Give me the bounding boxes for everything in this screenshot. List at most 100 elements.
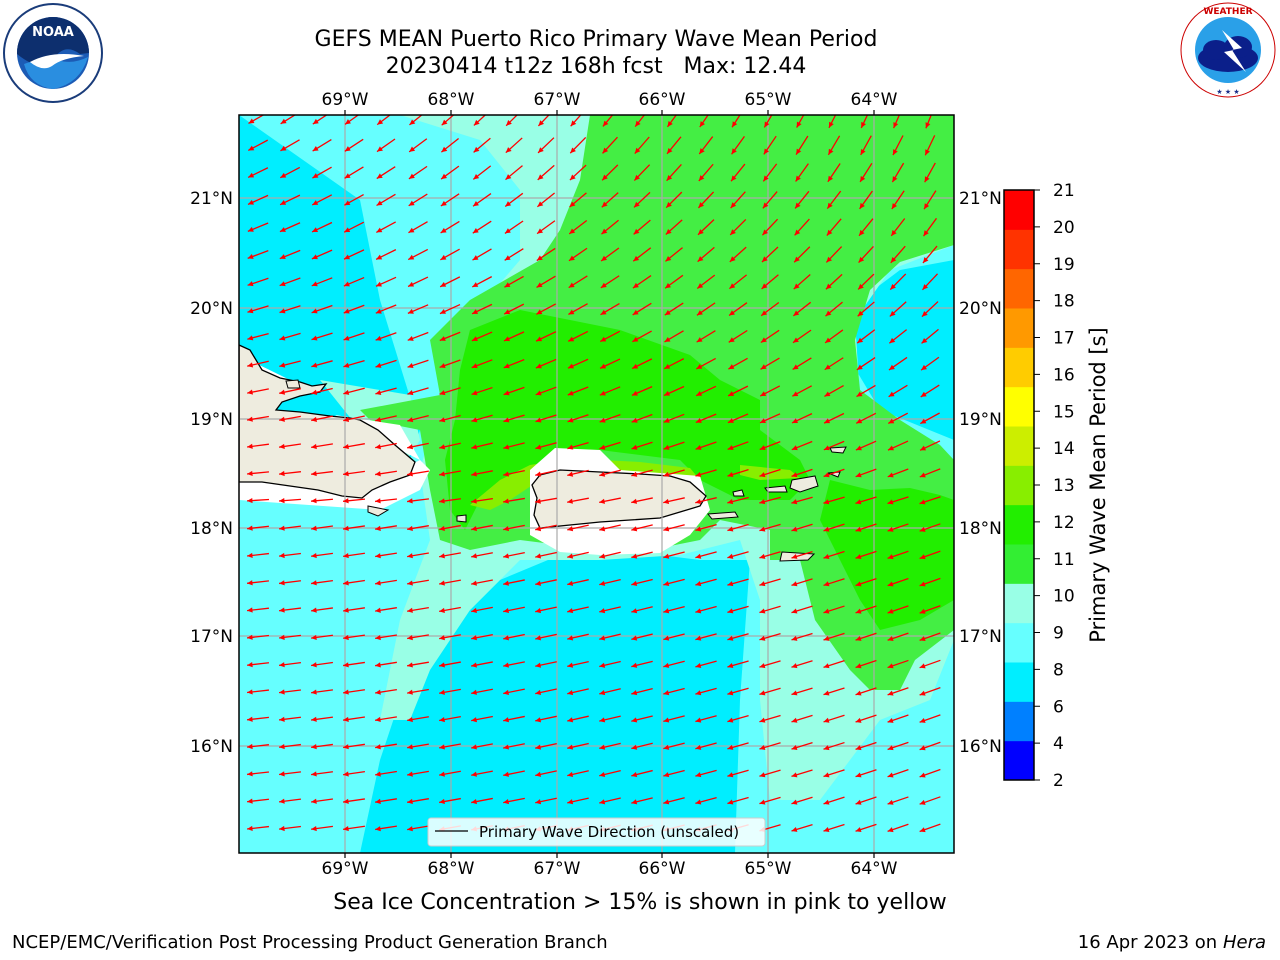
- wave-arrow: [439, 331, 461, 342]
- wave-arrow: [762, 191, 778, 209]
- wave-arrow: [919, 768, 941, 778]
- wave-arrow: [409, 115, 423, 126]
- wave-arrow: [763, 135, 777, 155]
- wave-arrow: [600, 275, 620, 289]
- wave-arrow: [279, 798, 301, 804]
- wave-arrow: [439, 303, 461, 315]
- wave-arrow: [535, 797, 557, 805]
- wave-arrow: [311, 825, 333, 832]
- wave-arrow: [568, 303, 588, 316]
- wave-arrow: [375, 607, 397, 613]
- wave-arrow: [731, 115, 741, 128]
- wave-arrow: [439, 688, 461, 695]
- wave-arrow: [311, 194, 333, 206]
- wave-arrow: [727, 441, 749, 450]
- wave-arrow: [921, 301, 939, 318]
- wave-arrow: [471, 797, 493, 805]
- wave-arrow: [695, 413, 717, 424]
- wave-arrow: [343, 579, 365, 586]
- colorbar-segment: [1004, 229, 1034, 270]
- wave-arrow: [471, 276, 493, 288]
- wave-arrow: [407, 716, 429, 723]
- wave-arrow: [759, 687, 781, 696]
- wave-arrow: [311, 743, 333, 750]
- map-frame: [238, 114, 955, 854]
- colorbar-tick-label: 11: [1053, 550, 1075, 570]
- wave-arrow: [599, 551, 621, 559]
- wave-arrow: [761, 246, 779, 263]
- wave-arrow: [631, 441, 653, 450]
- wave-arrow: [921, 328, 939, 344]
- wave-arrow: [602, 136, 618, 154]
- wave-arrow: [919, 550, 941, 560]
- wave-arrow: [825, 246, 843, 263]
- wave-arrow: [665, 247, 683, 262]
- wave-arrow: [279, 716, 301, 722]
- wave-arrow: [631, 413, 653, 423]
- wave-arrow: [535, 303, 557, 315]
- wave-arrow: [791, 687, 813, 696]
- wave-arrow: [567, 524, 589, 532]
- colorbar-tick-label: 21: [1053, 181, 1075, 201]
- wave-arrow: [247, 415, 269, 422]
- wave-arrow: [343, 607, 365, 613]
- wave-arrow: [310, 498, 334, 504]
- lon-label-top: 69°W: [322, 90, 369, 110]
- wave-arrow: [246, 580, 270, 586]
- wave-arrow: [504, 248, 524, 261]
- wave-arrow: [663, 742, 685, 750]
- wave-arrow: [375, 525, 397, 531]
- wave-arrow: [856, 384, 876, 398]
- wave-arrow: [791, 413, 813, 424]
- wave-arrow: [503, 606, 525, 614]
- colorbar-segment: [1004, 308, 1034, 348]
- wave-arrow: [664, 274, 684, 289]
- wave-arrow: [567, 386, 589, 396]
- wave-arrow: [664, 302, 684, 316]
- wave-arrow: [567, 330, 589, 342]
- wave-arrow: [792, 301, 812, 317]
- wave-arrow: [375, 276, 397, 287]
- wave-arrow: [407, 743, 429, 750]
- wave-arrow: [311, 607, 333, 613]
- wave-arrow: [919, 577, 941, 587]
- wave-arrow: [535, 688, 557, 696]
- wave-arrow: [601, 219, 619, 235]
- wave-arrow: [311, 579, 333, 586]
- wave-arrow: [599, 578, 621, 586]
- wave-arrow: [728, 329, 748, 343]
- wave-arrow: [631, 497, 653, 504]
- wave-arrow: [279, 415, 301, 422]
- wave-arrow: [471, 524, 493, 532]
- colorbar-segment: [1004, 740, 1034, 781]
- colorbar-segment: [1004, 268, 1034, 309]
- wave-arrow: [503, 303, 525, 315]
- wave-arrow: [279, 305, 301, 314]
- wave-arrow: [279, 552, 301, 559]
- wave-arrow: [823, 632, 845, 641]
- wave-arrow: [824, 329, 844, 344]
- colorbar-segment: [1004, 583, 1034, 624]
- wave-arrow: [343, 276, 365, 287]
- lat-label-left: 17°N: [190, 627, 233, 647]
- wave-arrow: [922, 245, 938, 264]
- wave-arrow: [791, 440, 813, 451]
- wave-arrow: [535, 715, 557, 723]
- wave-arrow: [791, 714, 813, 723]
- wave-arrow: [856, 357, 876, 371]
- wave-arrow: [535, 442, 557, 450]
- wave-arrow: [503, 442, 525, 450]
- wave-arrow: [762, 163, 778, 182]
- wave-arrow: [246, 689, 270, 695]
- wave-arrow: [919, 796, 941, 805]
- colorbar-segment: [1004, 544, 1034, 584]
- colorbar-tick-label: 16: [1053, 365, 1075, 385]
- wave-arrow: [695, 551, 717, 559]
- wave-arrow: [535, 331, 557, 342]
- wave-arrow: [727, 523, 749, 532]
- wave-arrow: [695, 742, 717, 750]
- wave-arrow: [472, 193, 492, 207]
- wave-arrow: [695, 796, 717, 805]
- wave-arrow: [312, 166, 332, 179]
- wave-arrow: [503, 770, 525, 777]
